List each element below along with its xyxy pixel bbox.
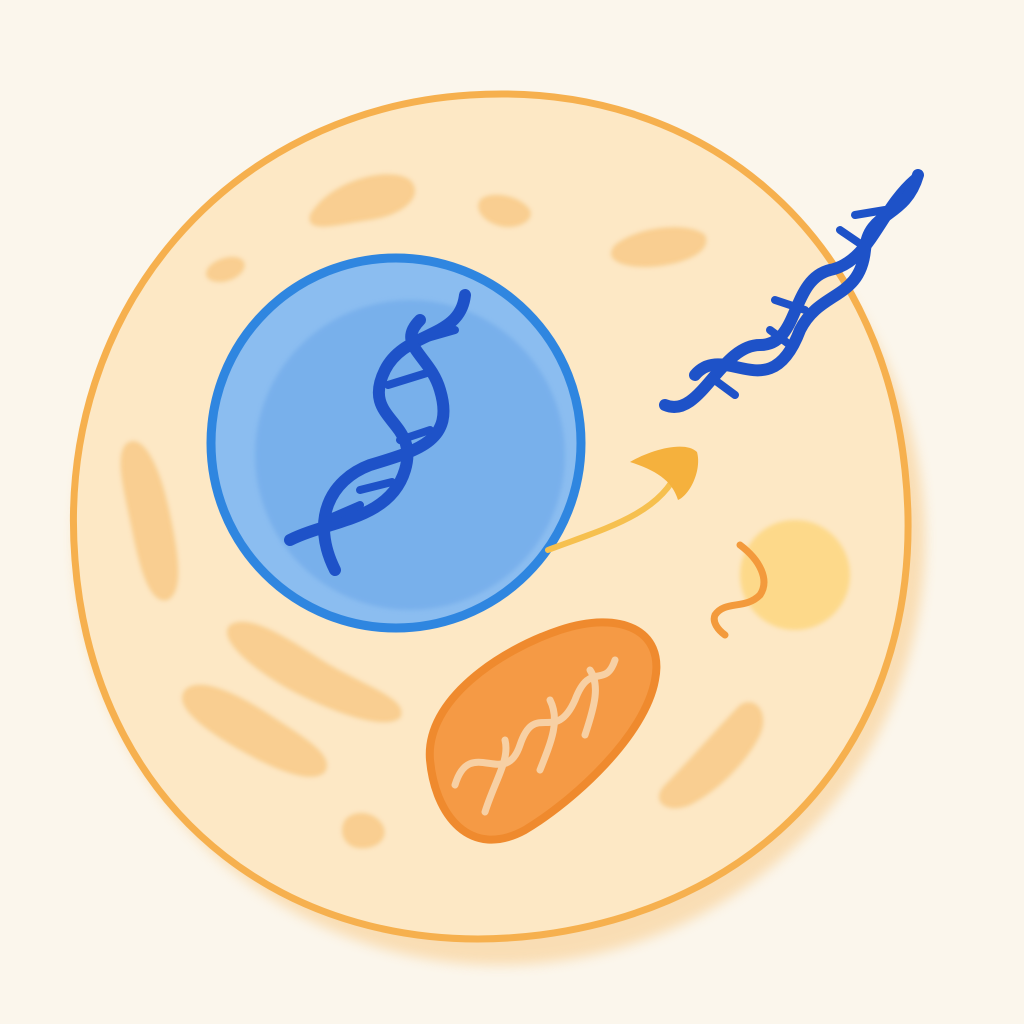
- curved-arrow: [545, 446, 699, 553]
- dna-base-pair: [356, 478, 396, 494]
- nucleus: [206, 253, 586, 633]
- organelle: [342, 813, 385, 849]
- mitochondrion: [425, 618, 661, 844]
- dna-base-pair: [708, 374, 739, 399]
- organelle: [659, 702, 764, 809]
- dna-helix-in-nucleus: [284, 289, 471, 576]
- dna-base-pair: [766, 326, 794, 349]
- organelle: [182, 684, 327, 777]
- organelle: [309, 174, 416, 227]
- dna-base-pair: [771, 296, 809, 314]
- dna-base-pair: [396, 426, 434, 444]
- crista: [481, 666, 599, 816]
- organelle: [478, 194, 531, 228]
- dna-base-pair: [836, 226, 866, 249]
- rna-strand: [710, 541, 768, 639]
- dna-strand: [318, 314, 450, 576]
- organelle: [206, 256, 245, 282]
- dna-base-pair: [851, 206, 889, 219]
- dna-helix-outside: [659, 169, 924, 413]
- organelle: [120, 441, 179, 601]
- mitochondrion-cristae: [451, 656, 619, 816]
- organelle: [227, 621, 402, 723]
- vesicle: [740, 520, 850, 630]
- dna-base-pair: [416, 326, 459, 344]
- dna-strand: [689, 169, 924, 381]
- dna-base-pair: [326, 501, 364, 522]
- organelle: [611, 227, 707, 268]
- dna-base-pair: [384, 368, 434, 389]
- organelles: [120, 174, 764, 849]
- arrow-head: [630, 446, 699, 500]
